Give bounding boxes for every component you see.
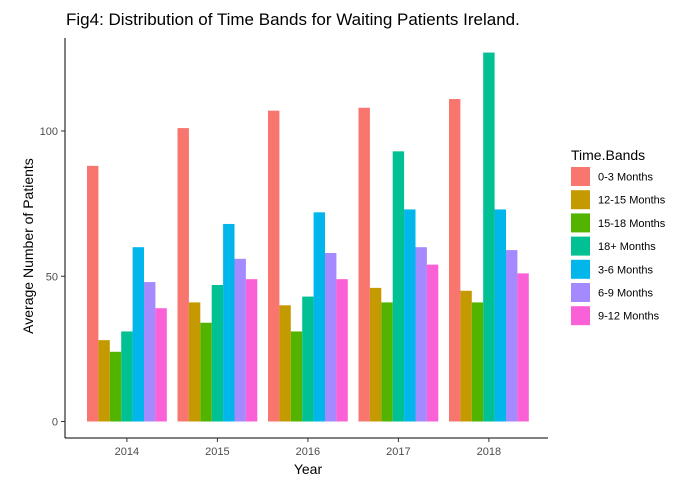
bar-12-15-months-2018	[460, 290, 472, 422]
bar-9-12-months-2016	[336, 279, 348, 422]
x-tick-label: 2017	[386, 446, 410, 458]
legend-swatch	[571, 167, 590, 186]
bar-6-9-months-2015	[234, 258, 246, 422]
legend-swatch	[571, 213, 590, 233]
bar-15-18-months-2016	[290, 331, 303, 422]
legend: Time.Bands 0-3 Months 12-15 Months 15-18 M…	[571, 147, 666, 326]
x-tick-label: 2018	[477, 446, 501, 458]
bar-18+-months-2014	[121, 331, 133, 422]
plot-area	[87, 52, 529, 422]
bar-12-15-months-2016	[279, 305, 291, 422]
legend-swatch	[571, 190, 590, 210]
bar-9-12-months-2018	[517, 273, 529, 422]
bar-9-12-months-2017	[426, 264, 439, 422]
y-tick-label: 100	[40, 126, 58, 138]
chart-title: Fig4: Distribution of Time Bands for Wai…	[66, 10, 520, 29]
x-tick-label: 2014	[115, 446, 139, 458]
bar-3-6-months-2017	[404, 209, 416, 422]
legend-label: 15-18 Months	[598, 218, 666, 230]
bar-6-9-months-2016	[325, 253, 337, 422]
y-axis-ticks: 0 50 100	[40, 126, 65, 429]
bar-15-18-months-2017	[381, 302, 393, 422]
bar-9-12-months-2014	[155, 308, 167, 422]
bar-0-3-months-2017	[358, 107, 370, 422]
bar-18+-months-2016	[302, 296, 314, 422]
bar-0-3-months-2018	[449, 99, 461, 422]
bar-12-15-months-2015	[188, 302, 201, 422]
bar-15-18-months-2014	[109, 351, 122, 422]
legend-swatch	[571, 306, 590, 326]
bar-15-18-months-2018	[471, 302, 484, 422]
legend-label: 3-6 Months	[598, 264, 654, 276]
x-axis-ticks: 2014 2015 2016 2017 2018	[115, 438, 501, 458]
x-axis-title: Year	[294, 461, 323, 477]
y-tick-label: 50	[46, 271, 58, 283]
bar-6-9-months-2014	[144, 282, 156, 422]
y-tick-label: 0	[52, 417, 58, 429]
bar-18+-months-2018	[483, 52, 495, 422]
bar-3-6-months-2014	[132, 247, 144, 422]
x-tick-label: 2015	[205, 446, 229, 458]
legend-swatch	[571, 259, 590, 279]
legend-label: 6-9 Months	[598, 288, 654, 300]
x-tick-label: 2016	[296, 446, 320, 458]
bar-0-3-months-2015	[177, 128, 189, 422]
legend-label: 12-15 Months	[598, 195, 666, 207]
legend-title: Time.Bands	[571, 147, 645, 163]
legend-label: 18+ Months	[598, 241, 656, 253]
bar-3-6-months-2018	[494, 209, 506, 422]
legend-label: 0-3 Months	[598, 172, 654, 184]
legend-label: 9-12 Months	[598, 311, 660, 323]
bar-3-6-months-2015	[223, 223, 235, 422]
legend-swatch	[571, 283, 590, 302]
bar-0-3-months-2016	[268, 110, 280, 422]
bar-12-15-months-2017	[369, 287, 382, 422]
bar-0-3-months-2014	[87, 165, 99, 422]
bar-18+-months-2015	[211, 284, 224, 422]
bar-15-18-months-2015	[200, 322, 212, 422]
bar-3-6-months-2016	[313, 212, 325, 422]
bar-6-9-months-2017	[415, 247, 427, 422]
bar-18+-months-2017	[392, 151, 405, 422]
legend-swatch	[571, 236, 590, 256]
bar-12-15-months-2014	[98, 340, 110, 422]
y-axis-title: Average Number of Patients	[20, 158, 36, 334]
bar-9-12-months-2015	[245, 279, 258, 422]
bar-6-9-months-2018	[506, 250, 518, 422]
